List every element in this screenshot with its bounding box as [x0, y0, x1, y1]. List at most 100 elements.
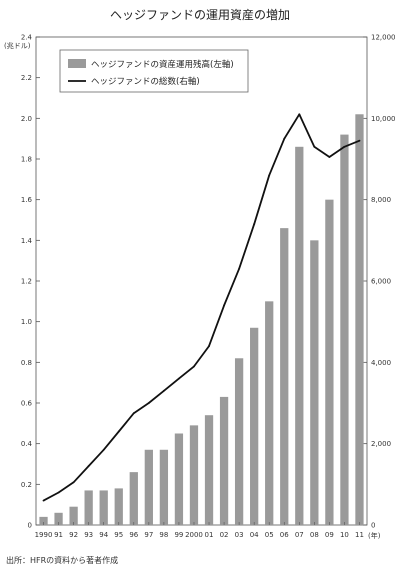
right-tick-label: 4,000	[371, 359, 391, 367]
line-point-91	[57, 491, 60, 494]
bar-08	[310, 240, 319, 526]
x-tick-label: 93	[84, 531, 93, 539]
line-point-10	[343, 145, 346, 148]
fund-count-line	[43, 113, 360, 502]
x-tick-label: 2000	[185, 531, 203, 539]
left-tick-label: 1.4	[21, 237, 33, 245]
bar-05	[265, 301, 274, 525]
bar-98	[159, 449, 169, 525]
chart-title: ヘッジファンドの運用資産の増加	[110, 7, 290, 22]
line-point-95	[117, 430, 120, 433]
line-point-09	[328, 156, 331, 158]
left-tick-label: 0.2	[21, 481, 32, 489]
bar-06	[280, 228, 289, 525]
legend-line-label: ヘッジファンドの総数(右軸)	[91, 76, 200, 87]
line-point-04	[253, 223, 256, 225]
x-tick-label: 96	[129, 531, 138, 539]
bar-95	[114, 488, 123, 525]
bar-99	[174, 433, 184, 525]
x-tick-label: 10	[340, 531, 349, 539]
bar-02	[219, 396, 229, 525]
line-point-99	[178, 377, 180, 380]
right-tick-label: 2,000	[371, 440, 391, 448]
x-tick-label: 94	[99, 531, 108, 539]
bar-11	[355, 114, 364, 526]
bar-03	[234, 358, 244, 525]
x-tick-label: 92	[69, 531, 78, 539]
right-tick-label: 6,000	[371, 278, 391, 286]
left-tick-label: 1.0	[21, 318, 32, 326]
right-tick-label: 12,000	[371, 34, 396, 42]
left-axis-unit: (兆ドル)	[4, 41, 31, 50]
line-point-03	[238, 267, 241, 270]
left-tick-label: 0.8	[21, 359, 32, 367]
line-point-06	[283, 137, 286, 140]
right-axis: 0 2,000 4,000 6,000 8,000 10,000 12,000	[363, 34, 396, 530]
x-tick-label: 1990	[35, 531, 53, 539]
x-tick-label: 02	[220, 531, 229, 539]
bar-series	[39, 114, 364, 526]
line-point-92	[72, 481, 75, 484]
line-point-11	[358, 139, 361, 142]
x-tick-label: 05	[265, 531, 274, 539]
x-tick-label: 03	[235, 531, 244, 539]
legend-box	[59, 49, 249, 93]
x-tick-label: 07	[295, 531, 304, 539]
right-tick-label: 8,000	[371, 196, 391, 204]
line-point-93	[87, 465, 90, 467]
x-axis-unit: (年)	[368, 531, 381, 540]
bar-92	[69, 506, 78, 525]
left-tick-label: 1.2	[21, 278, 32, 286]
left-tick-label: 0.4	[21, 440, 33, 448]
line-point-97	[147, 402, 150, 404]
bar-96	[129, 472, 138, 525]
x-tick-label: 97	[144, 531, 153, 539]
bar-01	[204, 415, 214, 525]
line-point-05	[268, 174, 271, 177]
bar-04	[250, 327, 259, 525]
line-point-98	[162, 389, 165, 392]
source-note: 出所：HFRの資料から著者作成	[6, 555, 118, 565]
line-point-94	[102, 448, 105, 451]
left-tick-label: 1.8	[21, 156, 32, 164]
line-points	[42, 113, 361, 502]
left-tick-label: 0	[28, 522, 32, 530]
x-axis: 1990 91 92 93 94 95 96 97 98 99 2000 01 02 03 04 05 06 07…	[35, 522, 364, 539]
left-tick-label: 2.4	[21, 34, 33, 42]
left-axis: 0 0.2 0.4 0.6 0.8 1.0 1.2 1.4 1.6 1.8 2.0 2.2 2.4	[21, 34, 40, 530]
legend-bar-label: ヘッジファンドの資産運用残高(左軸)	[91, 59, 234, 70]
left-tick-label: 1.6	[21, 196, 33, 204]
x-tick-label: 01	[205, 531, 214, 539]
x-tick-label: 11	[355, 531, 364, 539]
bar-2000	[189, 425, 199, 525]
bar-1990	[39, 516, 48, 525]
bar-10	[340, 134, 349, 525]
bar-94	[99, 490, 108, 525]
left-tick-label: 0.6	[21, 400, 33, 408]
line-point-08	[313, 145, 316, 148]
x-tick-label: 99	[174, 531, 183, 539]
x-tick-label: 09	[325, 531, 334, 539]
x-tick-label: 98	[159, 531, 168, 539]
x-tick-label: 91	[54, 531, 63, 539]
line-point-96	[132, 412, 135, 415]
line-point-01	[208, 345, 210, 347]
right-tick-label: 10,000	[371, 115, 396, 123]
bar-07	[295, 146, 304, 526]
x-tick-label: 04	[250, 531, 259, 539]
x-tick-label: 08	[310, 531, 319, 539]
bar-09	[325, 199, 334, 525]
line-point-07	[298, 113, 301, 116]
line-point-2000	[193, 365, 195, 368]
legend-bar-swatch	[68, 59, 86, 68]
bar-93	[84, 490, 93, 525]
bar-91	[54, 512, 63, 525]
line-point-02	[223, 304, 225, 307]
right-tick-label: 0	[371, 522, 375, 530]
left-tick-label: 2.0	[21, 115, 32, 123]
left-tick-label: 2.2	[21, 74, 32, 82]
bar-97	[144, 449, 153, 525]
line-point-1990	[42, 499, 45, 502]
x-tick-label: 06	[280, 531, 289, 539]
